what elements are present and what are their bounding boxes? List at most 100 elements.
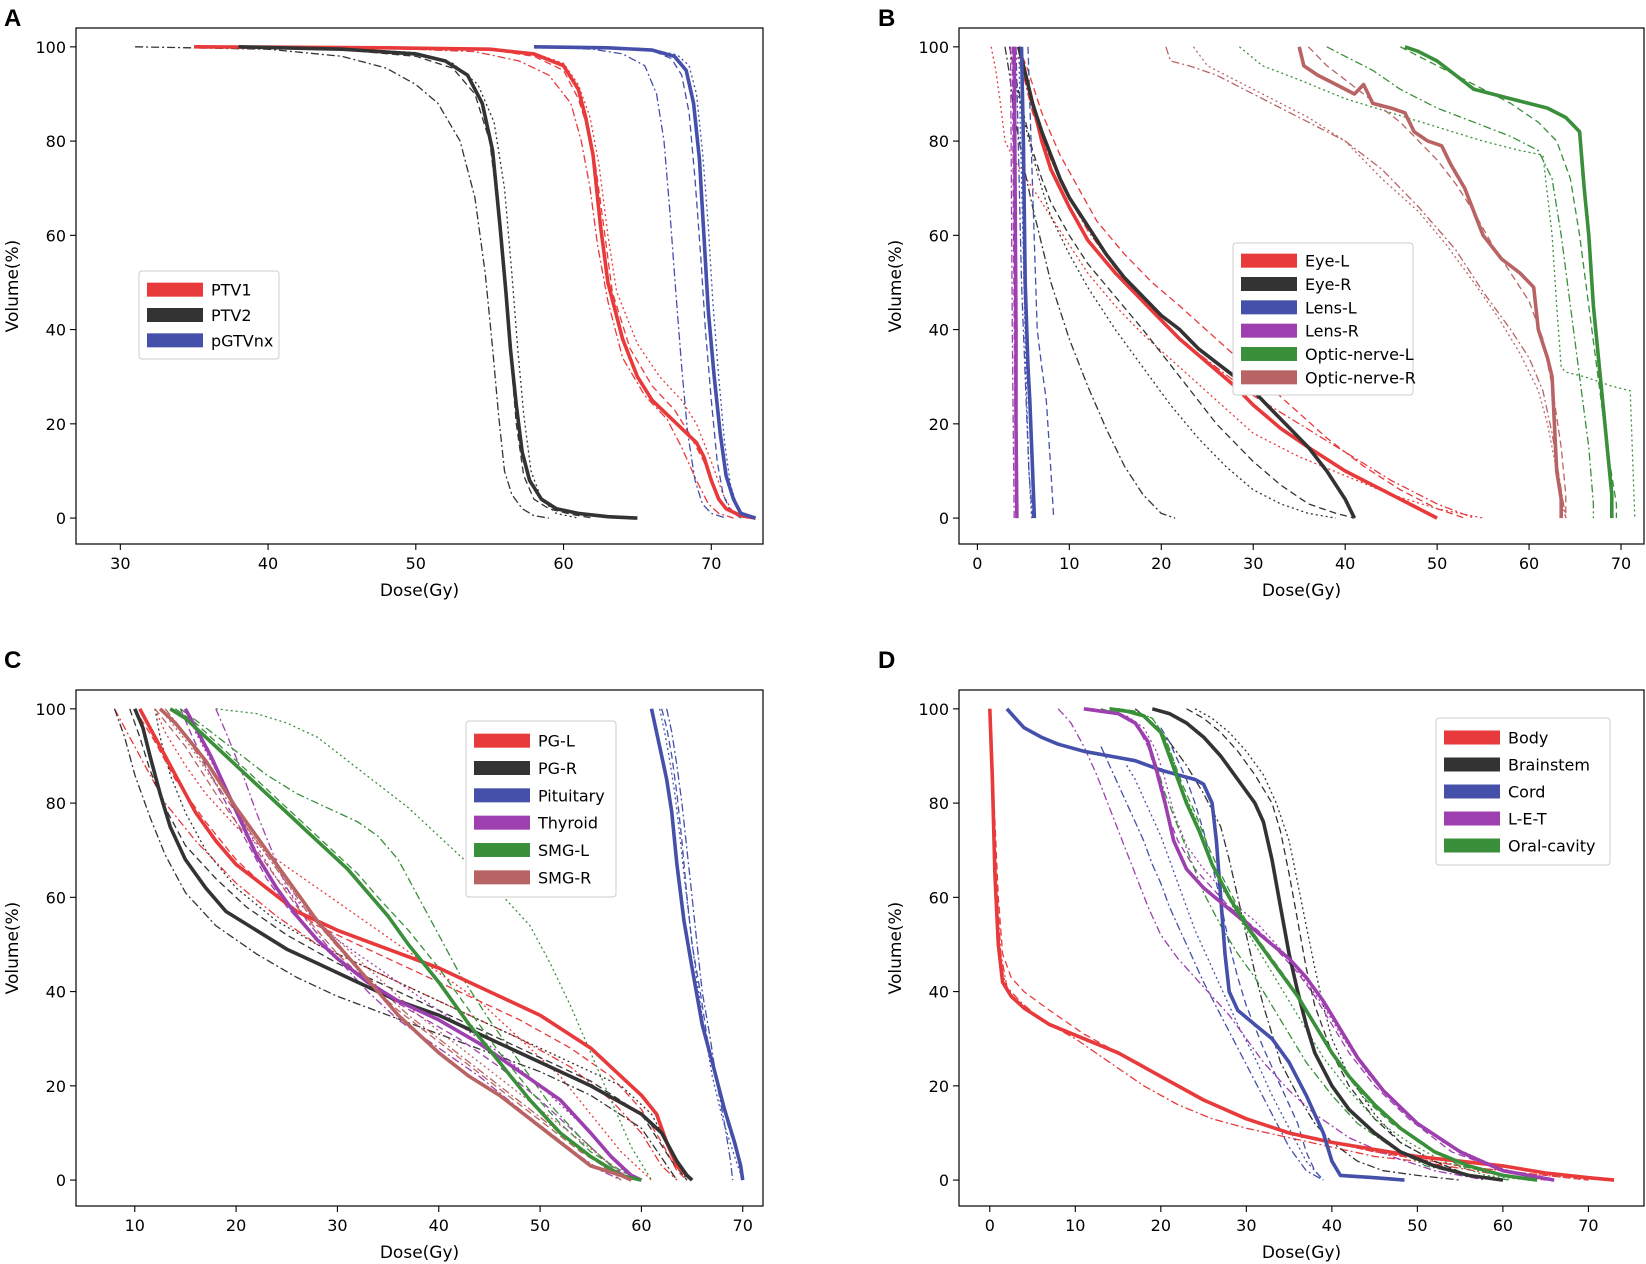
legend: PG-L PG-R Pituitary Thyroid SMG-L SMG-R — [465, 720, 617, 898]
legend-swatch — [1241, 347, 1297, 361]
legend-label: SMG-R — [538, 868, 591, 887]
legend-label: Cord — [1508, 783, 1545, 802]
series-line-pgtvnx — [533, 45, 757, 520]
y-tick-label: 0 — [56, 509, 66, 528]
x-axis-label: Dose(Gy) — [1262, 581, 1341, 601]
y-tick-label: 60 — [929, 888, 949, 907]
x-tick-label: 20 — [1151, 1216, 1171, 1235]
x-tick-label: 20 — [1151, 554, 1171, 573]
x-tick-label: 40 — [258, 554, 278, 573]
x-tick-label: 40 — [1335, 554, 1355, 573]
legend-swatch — [147, 282, 203, 297]
series-line-pgtvnx-dash — [533, 46, 742, 519]
legend-label: Optic-nerve-R — [1305, 368, 1416, 387]
legend-swatch — [1444, 730, 1500, 745]
panel-letter: D — [878, 647, 895, 674]
series-line-optic-nerve-r-dot — [1192, 46, 1567, 519]
y-tick-label: 100 — [918, 38, 949, 57]
series-group — [135, 45, 757, 520]
legend-box — [1435, 717, 1611, 866]
series-line-optic-nerve-l — [1404, 45, 1614, 519]
legend-label: PG-L — [538, 732, 575, 751]
series-line-cord-dot — [1126, 765, 1324, 1181]
series-line-optic-nerve-r-dash — [1307, 46, 1567, 519]
x-tick-label: 50 — [1427, 554, 1447, 573]
legend: PTV1 PTV2 pGTVnx — [138, 270, 280, 360]
panel-letter: C — [4, 647, 21, 674]
panel-c: C 10 20 30 40 50 60 70 0 20 40 60 80 100 Dose(Gy) Volum… — [3, 647, 764, 1263]
series-line-eye-r-dot — [1008, 46, 1337, 519]
x-tick-label: 40 — [1322, 1216, 1342, 1235]
legend: Body Brainstem Cord L-E-T Oral-cavity — [1435, 717, 1611, 866]
y-tick-label: 60 — [46, 888, 66, 907]
legend-swatch — [1241, 370, 1297, 385]
x-tick-label: 10 — [1065, 1216, 1085, 1235]
legend-swatch — [1241, 253, 1297, 268]
series-line-ptv2 — [238, 45, 638, 520]
series-line-lens-l-dash — [1027, 46, 1055, 519]
x-axis-label: Dose(Gy) — [380, 1243, 459, 1263]
series-line-pg-l-dot — [154, 708, 652, 1181]
x-tick-label: 70 — [701, 554, 721, 573]
series-line-eye-l-dot — [990, 46, 1484, 519]
y-axis-label: Volume(%) — [3, 902, 23, 995]
legend-swatch — [474, 843, 530, 857]
panel-a: A 30 40 50 60 70 0 20 40 60 80 100 Dose(Gy) Volume(%)… — [3, 5, 764, 601]
x-tick-label: 50 — [406, 554, 426, 573]
legend-swatch — [1241, 300, 1297, 315]
legend-swatch — [474, 815, 530, 830]
legend: Eye-L Eye-R Lens-L Lens-R Optic-nerve-L Optic… — [1232, 242, 1416, 396]
panel-letter: B — [878, 5, 895, 32]
legend-swatch — [1444, 838, 1500, 853]
y-tick-label: 100 — [35, 38, 66, 57]
y-tick-label: 20 — [929, 1077, 949, 1096]
y-axis-label: Volume(%) — [886, 902, 906, 995]
series-line-lens-r — [1012, 46, 1019, 519]
plot-frame — [958, 27, 1645, 545]
x-tick-label: 70 — [733, 1216, 753, 1235]
x-tick-label: 60 — [1493, 1216, 1513, 1235]
legend-swatch — [147, 333, 203, 348]
legend-swatch — [474, 870, 530, 885]
series-line-l-e-t-dashdot — [1057, 708, 1486, 1181]
series-line-ptv2-dashdot — [135, 46, 549, 519]
legend-label: Thyroid — [537, 814, 598, 833]
y-tick-label: 40 — [929, 321, 949, 340]
series-line-optic-nerve-l-dashdot — [1326, 46, 1595, 519]
legend-label: Optic-nerve-L — [1305, 345, 1414, 364]
y-tick-label: 100 — [918, 700, 949, 719]
series-line-brainstem-dot — [1194, 708, 1503, 1181]
x-tick-label: 0 — [985, 1216, 995, 1235]
x-tick-label: 30 — [110, 554, 130, 573]
panel-b: B 0 10 20 30 40 50 60 70 0 20 40 60 80 100 Dose(Gy) Volu… — [878, 5, 1645, 601]
plot-frame — [75, 27, 764, 545]
series-line-optic-nerve-l-dash — [1400, 46, 1618, 519]
x-axis-label: Dose(Gy) — [380, 581, 459, 601]
y-tick-label: 60 — [46, 226, 66, 245]
series-line-optic-nerve-r — [1297, 46, 1563, 519]
y-tick-label: 40 — [46, 983, 66, 1002]
x-tick-label: 10 — [125, 1216, 145, 1235]
y-tick-label: 0 — [56, 1171, 66, 1190]
legend-label: Body — [1508, 729, 1548, 748]
x-tick-label: 60 — [1519, 554, 1539, 573]
series-line-cord-dashdot — [1100, 746, 1324, 1181]
series-line-oral-cavity — [1109, 707, 1538, 1182]
legend-swatch — [1444, 811, 1500, 826]
legend-label: pGTVnx — [211, 331, 273, 350]
panel-d: D 0 10 20 30 40 50 60 70 0 20 40 60 80 100 Dose(Gy) Volu… — [878, 647, 1645, 1263]
legend-swatch — [474, 761, 530, 775]
y-tick-label: 60 — [929, 226, 949, 245]
legend-label: Lens-R — [1305, 322, 1359, 341]
x-tick-label: 50 — [1407, 1216, 1427, 1235]
plot-frame — [75, 689, 764, 1207]
y-tick-label: 20 — [46, 415, 66, 434]
legend-label: PTV2 — [211, 306, 252, 325]
series-line-thyroid-dashdot — [215, 708, 622, 1181]
series-line-ptv2-dot — [238, 46, 579, 519]
series-line-pituitary-dot — [658, 708, 744, 1181]
y-tick-label: 40 — [46, 321, 66, 340]
legend-swatch — [1241, 277, 1297, 291]
series-line-brainstem-dashdot — [1134, 708, 1461, 1181]
